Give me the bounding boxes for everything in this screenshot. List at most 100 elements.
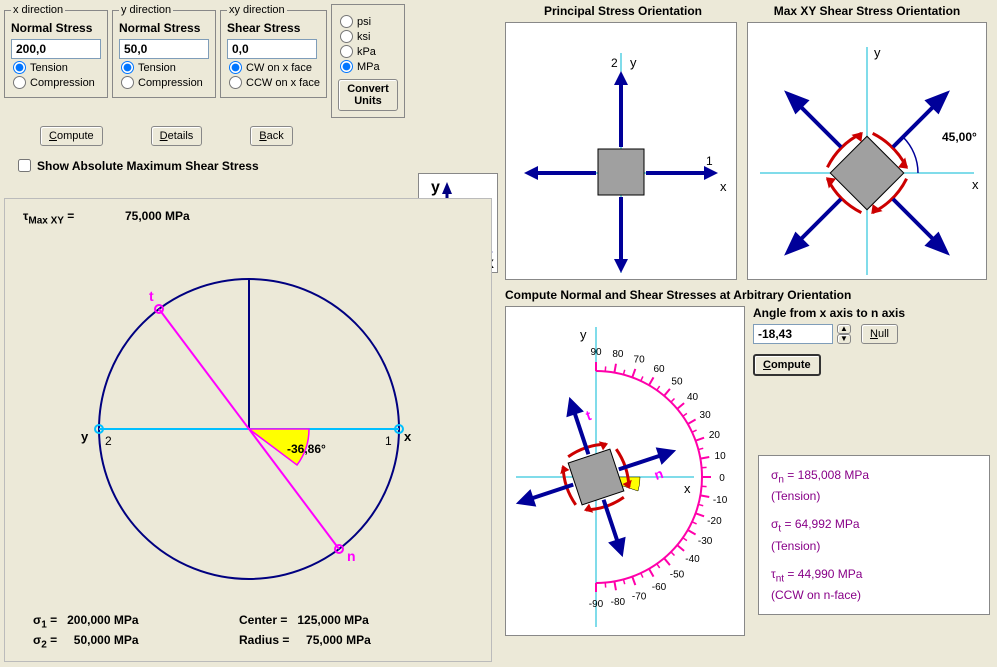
svg-text:n: n <box>652 465 665 483</box>
mohr-circle-panel: τMax XY = 75,000 MPa t n x y 1 2 -36,86°… <box>4 198 492 662</box>
xy-direction-group: xy direction Shear Stress CW on x face C… <box>220 4 327 98</box>
y-direction-group: y direction Normal Stress Tension Compre… <box>112 4 216 98</box>
x-compression-radio[interactable] <box>13 76 26 89</box>
y-tension-radio[interactable] <box>121 61 134 74</box>
details-button[interactable]: Details <box>151 126 203 146</box>
angle-down-button[interactable]: ▼ <box>837 334 851 344</box>
svg-text:2: 2 <box>611 56 618 70</box>
svg-text:-70: -70 <box>632 591 647 602</box>
svg-text:y: y <box>81 429 89 444</box>
sigma1-row: σ1 = 200,000 MPa <box>33 613 139 630</box>
null-button[interactable]: Null <box>861 324 898 344</box>
x-stress-input[interactable] <box>11 39 101 59</box>
svg-text:y: y <box>630 55 637 70</box>
svg-text:-90: -90 <box>589 599 604 610</box>
y-compression-radio[interactable] <box>121 76 134 89</box>
show-abs-max-checkbox[interactable] <box>18 159 31 172</box>
svg-text:-50: -50 <box>670 570 685 581</box>
x-direction-group: x direction Normal Stress Tension Compre… <box>4 4 108 98</box>
svg-text:70: 70 <box>634 355 646 366</box>
angle-up-button[interactable]: ▲ <box>837 324 851 334</box>
mohr-angle-label: -36,86° <box>287 442 326 456</box>
radius-row: Radius = 75,000 MPa <box>239 633 371 647</box>
unit-psi-radio[interactable] <box>340 15 353 28</box>
svg-text:10: 10 <box>715 451 727 462</box>
xy-ccw-radio[interactable] <box>229 76 242 89</box>
unit-ksi-radio[interactable] <box>340 30 353 43</box>
angle-input[interactable] <box>753 324 833 344</box>
mohr-circle-svg: t n x y 1 2 -36,86° <box>9 229 489 639</box>
svg-text:40: 40 <box>687 392 699 403</box>
compute-button[interactable]: Compute <box>40 126 103 146</box>
angle-label: Angle from x axis to n axis <box>753 306 973 320</box>
svg-text:x: x <box>684 481 691 496</box>
unit-ksi-label: ksi <box>357 31 370 43</box>
tau-max-value: 75,000 MPa <box>125 209 190 223</box>
svg-text:-20: -20 <box>707 516 722 527</box>
x-tension-label: Tension <box>30 62 68 74</box>
principal-diagram: x y 1 2 <box>505 22 737 280</box>
svg-text:y: y <box>874 45 881 60</box>
xy-ccw-label: CCW on x face <box>246 77 320 89</box>
svg-text:-80: -80 <box>611 597 626 608</box>
svg-text:50: 50 <box>671 376 683 387</box>
y-legend: y direction <box>119 4 173 16</box>
shear-diagram: 45,00° x y <box>747 22 987 280</box>
unit-mpa-radio[interactable] <box>340 60 353 73</box>
svg-text:1: 1 <box>385 434 392 448</box>
x-legend: x direction <box>11 4 65 16</box>
svg-text:t: t <box>584 407 594 424</box>
compute-arbitrary-button[interactable]: Compute <box>753 354 821 376</box>
t-point-label: t <box>149 288 154 304</box>
svg-text:2: 2 <box>105 434 112 448</box>
svg-text:0: 0 <box>719 473 725 484</box>
unit-kpa-radio[interactable] <box>340 45 353 58</box>
sigma-t-row: σt = 64,992 MPa(Tension) <box>771 515 977 554</box>
y-compression-label: Compression <box>138 77 203 89</box>
xy-legend: xy direction <box>227 4 287 16</box>
svg-text:y: y <box>431 179 440 196</box>
x-compression-label: Compression <box>30 77 95 89</box>
svg-text:x: x <box>972 177 979 192</box>
convert-units-button[interactable]: Convert Units <box>338 79 398 111</box>
arbitrary-diagram: -90-80-70-60-50-40-30-20-100102030405060… <box>505 306 745 636</box>
y-label: Normal Stress <box>119 21 209 35</box>
xy-stress-input[interactable] <box>227 39 317 59</box>
show-abs-max-label: Show Absolute Maximum Shear Stress <box>37 159 259 173</box>
svg-text:1: 1 <box>706 154 713 168</box>
principal-title: Principal Stress Orientation <box>505 4 741 18</box>
center-row: Center = 125,000 MPa <box>239 613 369 627</box>
angle-controls: Angle from x axis to n axis ▲ ▼ Null Com… <box>753 306 973 376</box>
unit-kpa-label: kPa <box>357 46 376 58</box>
svg-text:30: 30 <box>700 410 712 421</box>
arbitrary-title: Compute Normal and Shear Stresses at Arb… <box>505 288 993 302</box>
shear-title: Max XY Shear Stress Orientation <box>747 4 987 18</box>
sigma-n-row: σn = 185,008 MPa(Tension) <box>771 466 977 505</box>
xy-cw-radio[interactable] <box>229 61 242 74</box>
svg-text:-30: -30 <box>698 536 713 547</box>
xy-label: Shear Stress <box>227 21 320 35</box>
x-label: Normal Stress <box>11 21 101 35</box>
shear-angle-label: 45,00° <box>942 130 977 144</box>
tau-nt-row: τnt = 44,990 MPa(CCW on n-face) <box>771 565 977 604</box>
svg-text:y: y <box>580 327 587 342</box>
svg-text:90: 90 <box>590 347 602 358</box>
n-point-label: n <box>347 548 356 564</box>
svg-text:60: 60 <box>653 364 665 375</box>
unit-psi-label: psi <box>357 16 371 28</box>
unit-mpa-label: MPa <box>357 61 380 73</box>
svg-text:80: 80 <box>612 349 624 360</box>
svg-text:x: x <box>404 429 412 444</box>
xy-cw-label: CW on x face <box>246 62 312 74</box>
svg-text:x: x <box>720 179 727 194</box>
tau-max-label: τMax XY = <box>23 209 74 226</box>
svg-text:-10: -10 <box>713 495 728 506</box>
units-group: psi ksi kPa MPa Convert Units <box>331 4 405 118</box>
svg-text:-40: -40 <box>685 554 700 565</box>
back-button[interactable]: Back <box>250 126 292 146</box>
sigma2-row: σ2 = 50,000 MPa <box>33 633 139 650</box>
y-tension-label: Tension <box>138 62 176 74</box>
angle-spinner: ▲ ▼ <box>837 324 851 344</box>
y-stress-input[interactable] <box>119 39 209 59</box>
x-tension-radio[interactable] <box>13 61 26 74</box>
